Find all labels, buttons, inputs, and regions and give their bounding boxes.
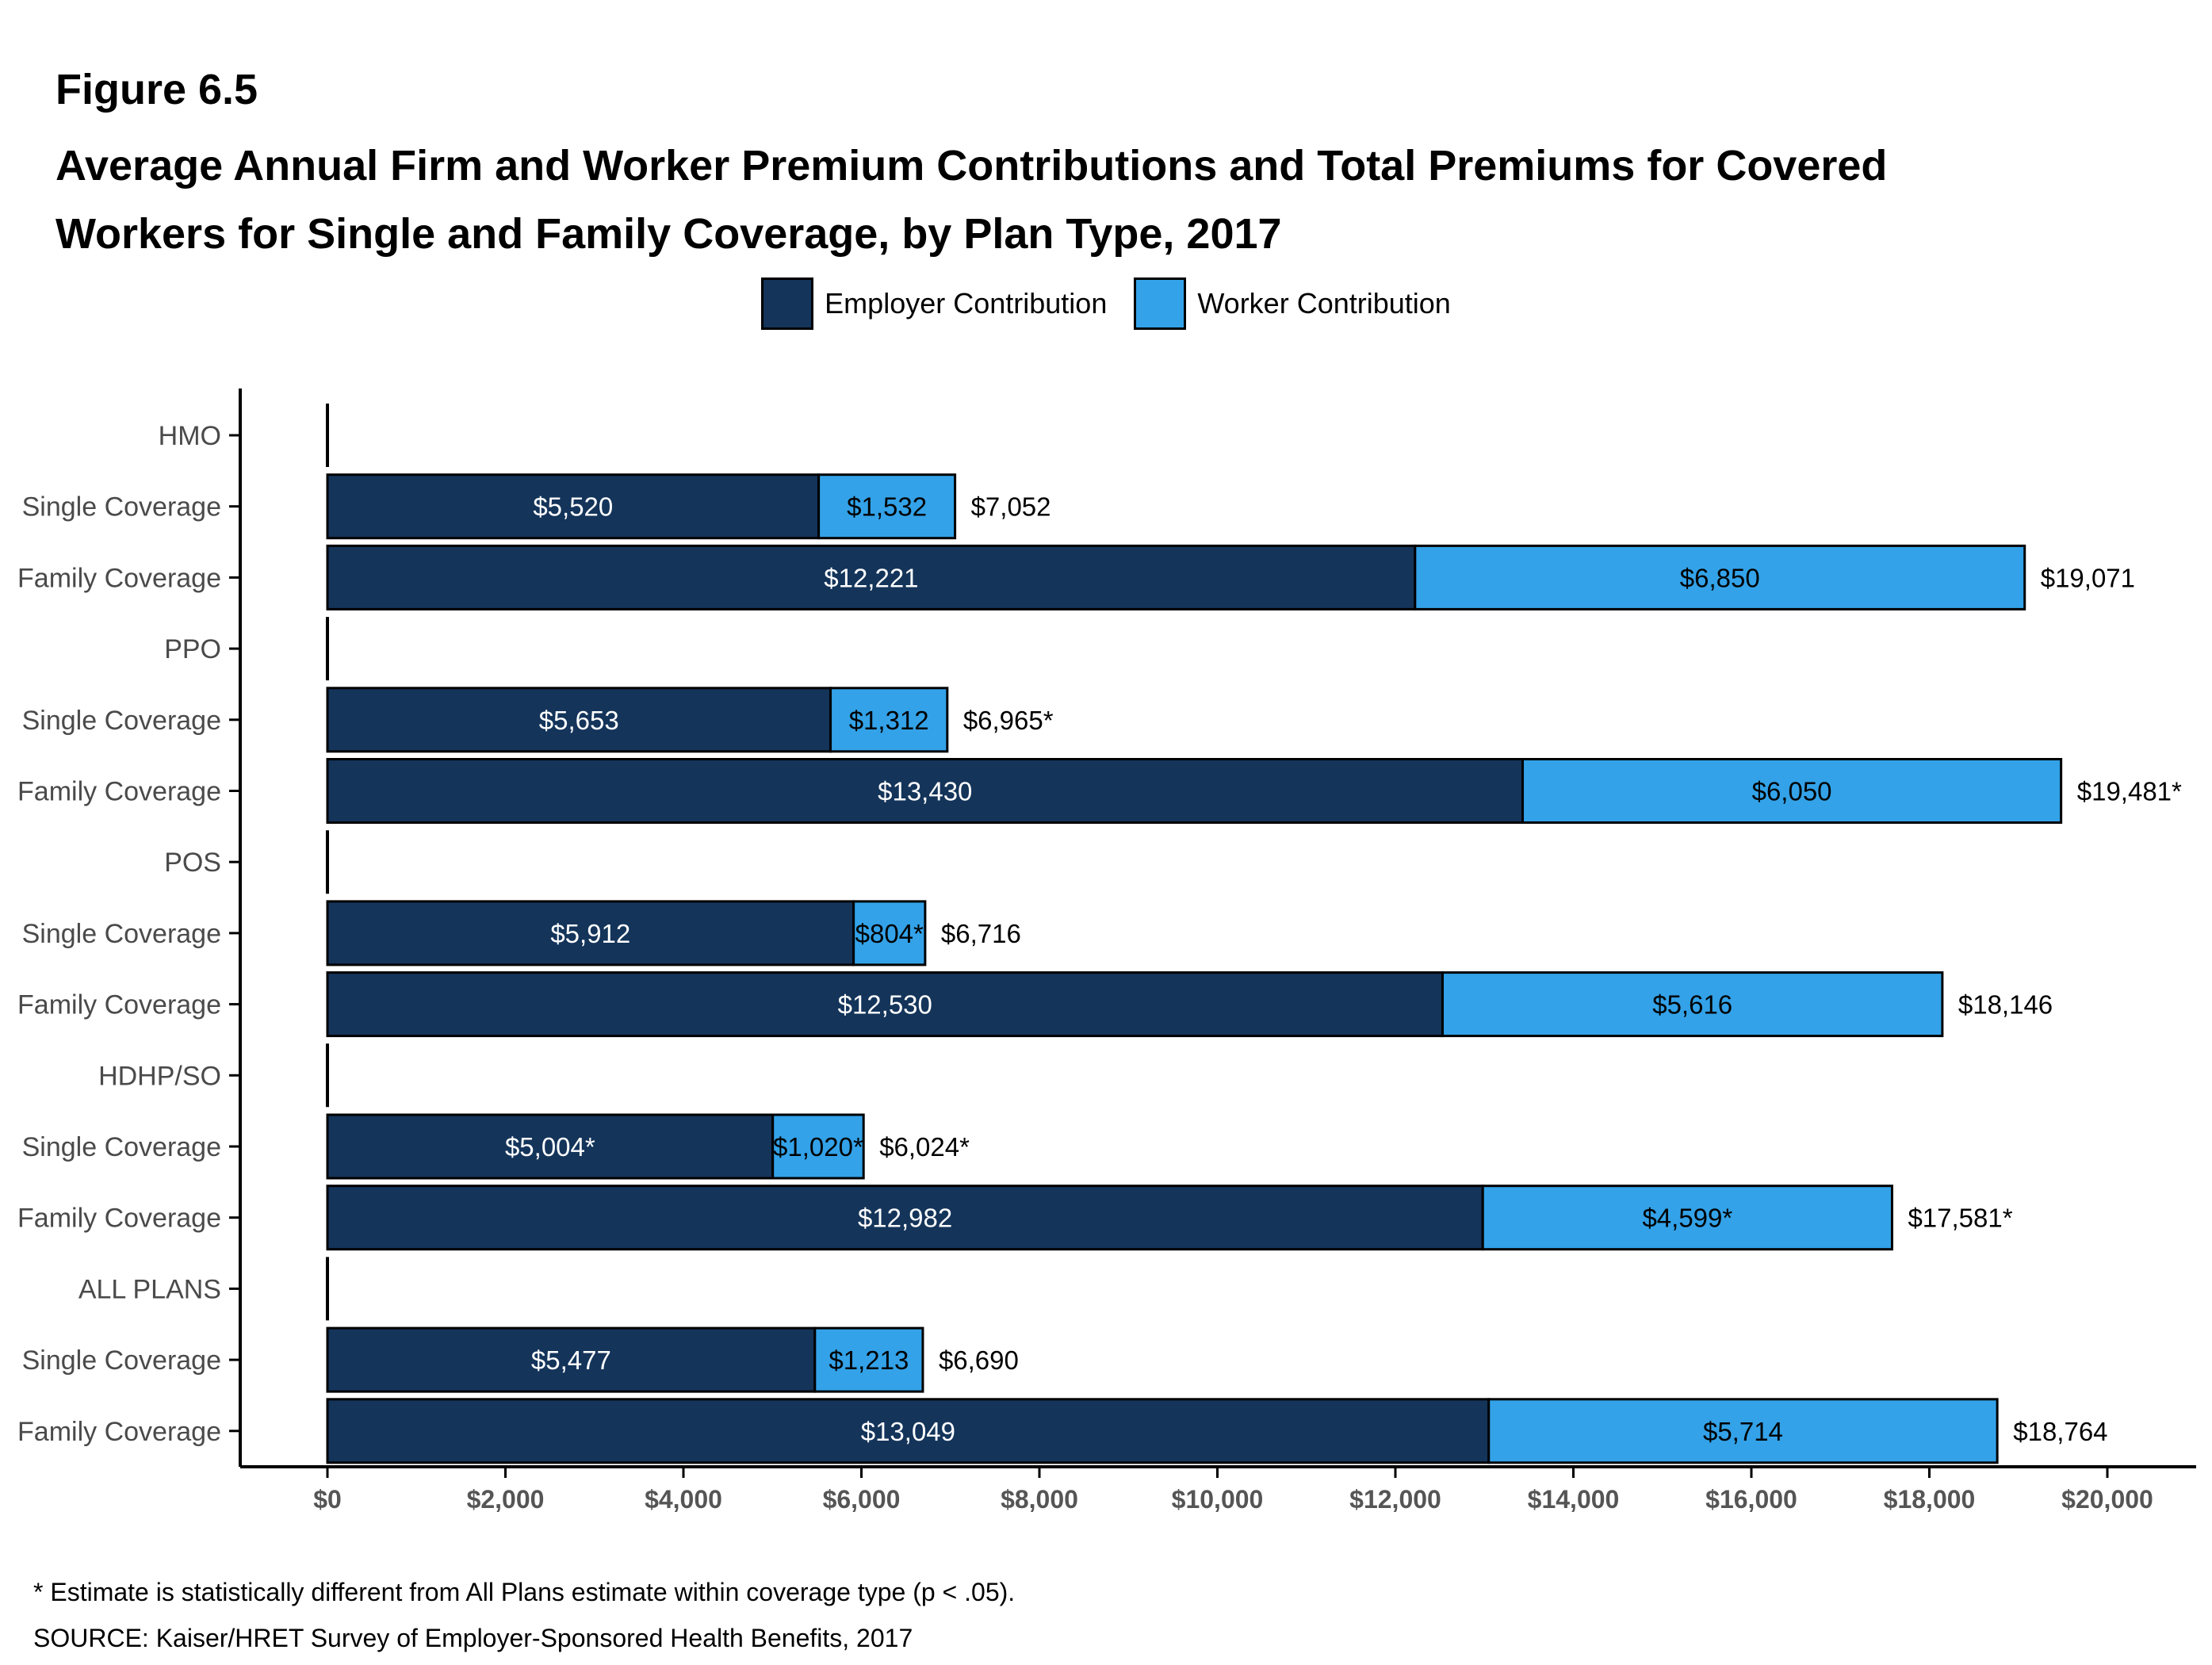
figure-label: Figure 6.5 <box>55 66 258 113</box>
worker-value-label: $4,599* <box>1642 1204 1732 1233</box>
total-premium-label: $18,764 <box>2013 1417 2107 1446</box>
employer-value-label: $5,477 <box>531 1345 611 1375</box>
worker-contribution-bar <box>1487 1398 1999 1464</box>
worker-contribution-bar <box>1414 544 2026 610</box>
coverage-type-label: Single Coverage <box>22 1132 221 1162</box>
worker-value-label: $804* <box>855 919 924 948</box>
worker-value-label: $1,020* <box>773 1132 863 1162</box>
worker-value-label: $6,050 <box>1752 777 1832 806</box>
x-tick-label: $18,000 <box>1884 1485 1976 1514</box>
x-tick-label: $12,000 <box>1349 1485 1441 1514</box>
total-premium-label: $19,071 <box>2041 563 2135 592</box>
worker-contribution-bar <box>817 473 957 540</box>
employer-value-label: $5,653 <box>539 706 619 735</box>
employer-contribution-bar <box>326 758 1525 824</box>
worker-contribution-bar <box>1521 758 2063 824</box>
legend-label-worker: Worker Contribution <box>1197 287 1451 320</box>
plan-type-label: HDHP/SO <box>98 1061 221 1091</box>
total-premium-label: $6,716 <box>941 919 1021 948</box>
legend-item-employer: Employer Contribution <box>761 278 1107 330</box>
plan-type-label: ALL PLANS <box>78 1274 221 1304</box>
legend-label-employer: Employer Contribution <box>825 287 1108 320</box>
footnote: * Estimate is statistically different fr… <box>33 1578 1016 1606</box>
employer-value-label: $5,520 <box>533 492 613 522</box>
total-premium-label: $19,481* <box>2077 777 2182 806</box>
coverage-type-label: Family Coverage <box>17 563 221 593</box>
total-premium-label: $18,146 <box>1958 990 2053 1020</box>
worker-value-label: $1,213 <box>829 1345 909 1375</box>
x-tick-label: $0 <box>313 1485 342 1514</box>
employer-contribution-bar <box>326 687 832 753</box>
plan-type-label: PPO <box>164 634 221 664</box>
x-tick-label: $2,000 <box>467 1485 545 1514</box>
employer-value-label: $5,912 <box>550 919 630 948</box>
total-premium-label: $6,965* <box>963 706 1054 735</box>
employer-value-label: $13,430 <box>878 777 972 806</box>
total-premium-label: $6,690 <box>939 1345 1019 1375</box>
employer-value-label: $5,004* <box>505 1132 595 1162</box>
bar-chart: $0 $2,000 $4,000 $6,000 $8,000 $10,000 $12,000… <box>17 388 2196 1514</box>
worker-value-label: $6,850 <box>1680 563 1760 592</box>
chart-title-line-1: Average Annual Firm and Worker Premium C… <box>55 142 1888 189</box>
worker-value-label: $1,312 <box>849 706 929 735</box>
coverage-type-label: Family Coverage <box>17 990 221 1020</box>
employer-value-label: $13,049 <box>861 1417 955 1446</box>
coverage-type-label: Single Coverage <box>22 1345 221 1376</box>
x-tick-label: $6,000 <box>823 1485 901 1514</box>
coverage-type-label: Family Coverage <box>17 1417 221 1447</box>
chart-title: Average Annual Firm and Worker Premium C… <box>55 132 2117 268</box>
total-premium-label: $17,581* <box>1908 1204 2012 1233</box>
worker-value-label: $1,532 <box>847 492 927 522</box>
worker-contribution-bar <box>829 687 949 753</box>
employer-value-label: $12,221 <box>824 563 918 592</box>
chart-title-line-2: Workers for Single and Family Coverage, … <box>55 210 1282 258</box>
employer-contribution-bar <box>326 900 855 966</box>
x-tick-label: $4,000 <box>645 1485 722 1514</box>
worker-contribution-bar <box>771 1113 865 1180</box>
worker-value-label: $5,714 <box>1703 1417 1783 1446</box>
employer-contribution-bar <box>326 473 821 540</box>
x-tick-label: $16,000 <box>1705 1485 1797 1514</box>
worker-contribution-bar <box>852 900 927 966</box>
coverage-type-label: Single Coverage <box>22 492 221 522</box>
legend-item-worker: Worker Contribution <box>1134 278 1451 330</box>
source-note: SOURCE: Kaiser/HRET Survey of Employer-S… <box>33 1624 913 1652</box>
coverage-type-label: Family Coverage <box>17 1204 221 1234</box>
plan-type-label: POS <box>164 848 221 878</box>
total-premium-label: $6,024* <box>879 1132 970 1162</box>
x-tick-label: $20,000 <box>2061 1485 2153 1514</box>
chart-legend: Employer Contribution Worker Contributio… <box>0 278 2212 330</box>
employer-contribution-bar <box>326 1185 1484 1251</box>
employer-contribution-bar <box>326 1113 775 1180</box>
x-tick-label: $10,000 <box>1172 1485 1264 1514</box>
total-premium-label: $7,052 <box>971 492 1051 522</box>
employer-value-label: $12,982 <box>858 1204 952 1233</box>
worker-contribution-bar <box>1441 971 1944 1038</box>
legend-swatch-worker <box>1134 278 1187 330</box>
employer-contribution-bar <box>326 1398 1491 1464</box>
employer-contribution-bar <box>326 1326 817 1393</box>
x-tick-label: $8,000 <box>1001 1485 1078 1514</box>
worker-contribution-bar <box>1481 1185 1893 1251</box>
coverage-type-label: Single Coverage <box>22 919 221 949</box>
plan-type-label: HMO <box>159 421 221 451</box>
employer-value-label: $12,530 <box>838 990 932 1020</box>
x-tick-label: $14,000 <box>1528 1485 1620 1514</box>
legend-swatch-employer <box>761 278 814 330</box>
worker-contribution-bar <box>813 1326 924 1393</box>
employer-contribution-bar <box>326 544 1417 610</box>
coverage-type-label: Family Coverage <box>17 777 221 807</box>
coverage-type-label: Single Coverage <box>22 706 221 736</box>
worker-value-label: $5,616 <box>1652 990 1732 1020</box>
